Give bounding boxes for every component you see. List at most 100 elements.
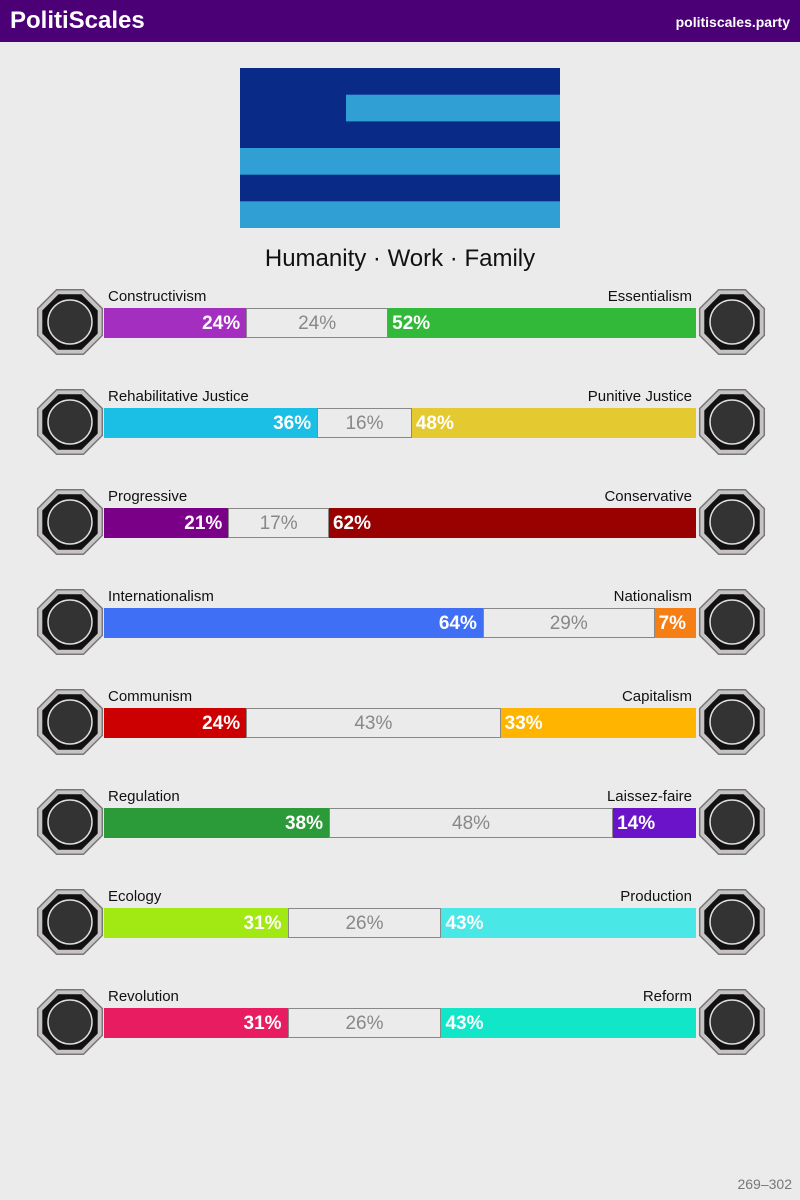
site-link[interactable]: politiscales.party [675, 14, 790, 30]
middle-percent: 26% [345, 913, 384, 934]
right-percent: 48% [415, 413, 454, 434]
right-segment [500, 708, 696, 738]
axis-bar: 31% 26% 43% [104, 1008, 696, 1038]
axis-icon [698, 588, 766, 656]
middle-percent: 17% [259, 513, 298, 534]
left-percent: 31% [243, 1013, 282, 1034]
axis-icon [36, 288, 104, 356]
left-name: Communism [108, 688, 193, 705]
axis-row: Revolution Reform 31% 26% 43% [0, 988, 800, 1068]
left-segment [104, 1008, 288, 1038]
motto: Humanity · Work · Family [264, 245, 536, 272]
left-segment [104, 808, 329, 838]
axis-icon [36, 388, 104, 456]
right-percent: 14% [617, 813, 656, 834]
right-percent: 52% [392, 313, 431, 334]
left-name: Progressive [108, 488, 188, 505]
axis-bar: 38% 48% 14% [104, 808, 696, 838]
axis-row: Ecology Production 31% 26% 43% [0, 888, 800, 968]
middle-segment [328, 808, 614, 838]
middle-segment [228, 508, 329, 538]
middle-percent: 16% [345, 413, 384, 434]
right-segment [654, 608, 696, 638]
right-segment [328, 508, 696, 538]
axis-bar: 31% 26% 43% [104, 908, 696, 938]
axis-icon [698, 488, 766, 556]
right-segment [613, 808, 696, 838]
right-name: Punitive Justice [587, 388, 692, 405]
middle-segment [482, 608, 655, 638]
axis-row: Progressive Conservative 21% 17% 62% [0, 488, 800, 568]
right-percent: 7% [658, 613, 687, 634]
axis-icon [698, 388, 766, 456]
axis-icon [698, 888, 766, 956]
axis-row: Regulation Laissez-faire 38% 48% 14% [0, 788, 800, 868]
middle-percent: 24% [298, 313, 337, 334]
axis-icon [698, 788, 766, 856]
axis-bar: 64% 29% 7% [104, 608, 696, 638]
middle-percent: 29% [549, 613, 588, 634]
left-name: Ecology [108, 888, 162, 905]
right-percent: 43% [445, 913, 484, 934]
right-segment [441, 1008, 696, 1038]
right-name: Essentialism [607, 288, 692, 305]
axis-row: Communism Capitalism 24% 43% 33% [0, 688, 800, 768]
left-percent: 21% [184, 513, 223, 534]
right-percent: 62% [332, 513, 371, 534]
axis-icon [36, 888, 104, 956]
right-segment [388, 308, 696, 338]
header: PolitiScales politiscales.party [0, 0, 800, 42]
left-segment [104, 908, 288, 938]
axis-row: Internationalism Nationalism 64% 29% 7% [0, 588, 800, 668]
axis-icon [36, 588, 104, 656]
left-segment [104, 608, 483, 638]
left-segment [104, 508, 229, 538]
left-percent: 38% [284, 813, 323, 834]
footer: 269–302 [737, 1176, 792, 1192]
left-percent: 24% [202, 313, 241, 334]
middle-segment [287, 1008, 442, 1038]
axis-icon [36, 788, 104, 856]
middle-segment [317, 408, 412, 438]
right-segment [411, 408, 696, 438]
axis-row: Constructivism Essentialism 24% 24% 52% [0, 288, 800, 368]
left-name: Constructivism [108, 288, 207, 305]
left-segment [104, 408, 318, 438]
middle-segment [246, 708, 501, 738]
axis-row: Rehabilitative Justice Punitive Justice 36… [0, 388, 800, 468]
axis-icon [36, 488, 104, 556]
left-percent: 36% [273, 413, 312, 434]
left-name: Regulation [108, 788, 180, 805]
axis-bar: 21% 17% 62% [104, 508, 696, 538]
left-percent: 24% [202, 713, 241, 734]
right-name: Nationalism [613, 588, 692, 605]
right-name: Laissez-faire [606, 788, 692, 805]
right-percent: 43% [445, 1013, 484, 1034]
axis-icon [698, 688, 766, 756]
axis-bar: 24% 24% 52% [104, 308, 696, 338]
axis-icon [36, 988, 104, 1056]
left-segment [104, 308, 247, 338]
left-percent: 64% [438, 613, 477, 634]
middle-percent: 43% [354, 713, 393, 734]
middle-segment [246, 308, 389, 338]
right-name: Production [620, 888, 692, 905]
axis-icon [698, 288, 766, 356]
left-name: Revolution [108, 988, 179, 1005]
middle-percent: 48% [452, 813, 491, 834]
left-segment [104, 708, 247, 738]
left-percent: 31% [243, 913, 282, 934]
app-title[interactable]: PolitiScales [10, 7, 145, 34]
left-name: Rehabilitative Justice [108, 388, 249, 405]
right-name: Reform [642, 988, 692, 1005]
axis-icon [698, 988, 766, 1056]
axis-icon [36, 688, 104, 756]
right-name: Capitalism [621, 688, 692, 705]
axis-bar: 36% 16% 48% [104, 408, 696, 438]
middle-segment [287, 908, 442, 938]
right-segment [441, 908, 696, 938]
right-name: Conservative [604, 488, 692, 505]
left-name: Internationalism [108, 588, 214, 605]
flag [240, 68, 560, 228]
